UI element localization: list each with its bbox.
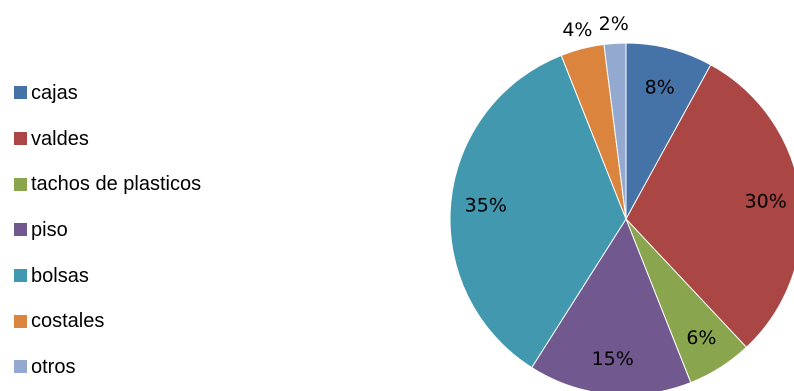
legend-label: cajas — [31, 81, 78, 104]
pie-slice-valdes — [625, 64, 794, 349]
legend-label: otros — [31, 355, 76, 378]
legend-item-valdes: valdes — [14, 116, 314, 162]
chart-legend: cajas valdes tachos de plasticos piso bo… — [14, 70, 314, 390]
legend-swatch — [14, 86, 27, 100]
legend-item-cajas: cajas — [14, 70, 314, 116]
legend-label: valdes — [31, 127, 89, 150]
pie-data-label: 35% — [465, 195, 507, 217]
pie-slice-piso — [530, 217, 692, 391]
pie-data-label: 8% — [645, 77, 675, 99]
legend-item-costales: costales — [14, 298, 314, 344]
pie-data-label: 6% — [686, 327, 716, 349]
legend-swatch — [14, 132, 27, 146]
pie-slice-bolsas — [449, 54, 627, 369]
pie-data-label: 2% — [599, 13, 629, 35]
pie-slices — [449, 42, 794, 391]
pie-data-labels: 8% 30% 6% 15% 35% 4% 2% — [465, 13, 787, 370]
legend-label: piso — [31, 218, 68, 241]
legend-swatch — [14, 314, 27, 328]
legend-label: tachos de plasticos — [31, 173, 202, 196]
pie-slice-cajas — [625, 42, 712, 220]
legend-item-otros: otros — [14, 344, 314, 390]
legend-swatch — [14, 177, 27, 191]
legend-label: costales — [31, 310, 105, 333]
pie-data-label: 30% — [745, 190, 787, 212]
legend-swatch — [14, 269, 27, 283]
pie-slice-otros — [603, 42, 627, 220]
legend-swatch — [14, 223, 27, 237]
legend-item-piso: piso — [14, 207, 314, 253]
legend-swatch — [14, 360, 27, 374]
legend-item-tachos-de-plasticos: tachos de plasticos — [14, 161, 314, 207]
legend-item-bolsas: bolsas — [14, 253, 314, 299]
pie-data-label: 4% — [562, 19, 592, 41]
pie-data-label: 15% — [592, 348, 634, 370]
legend-label: bolsas — [31, 264, 89, 287]
